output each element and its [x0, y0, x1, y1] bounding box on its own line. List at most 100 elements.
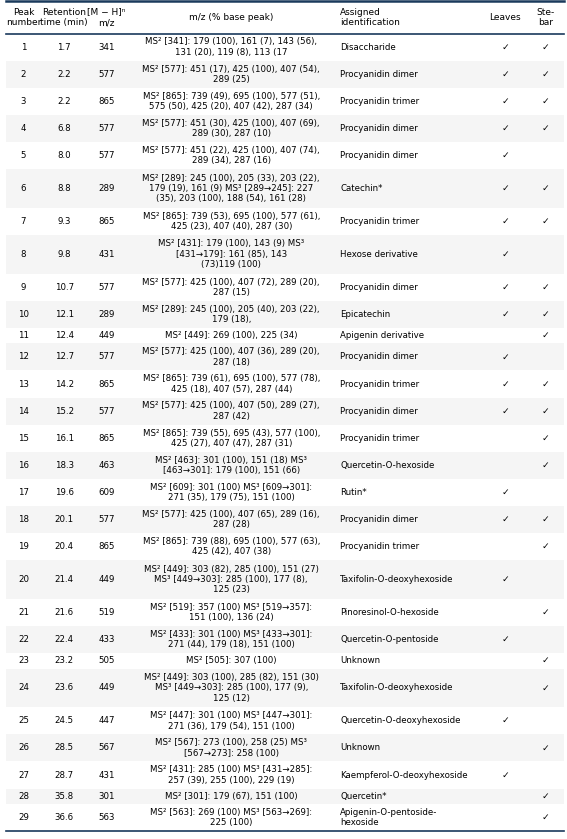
Text: 23.2: 23.2 — [55, 656, 74, 665]
Text: 865: 865 — [98, 434, 115, 443]
Text: MS² [865]: 739 (88), 695 (100), 577 (63),
425 (42), 407 (38): MS² [865]: 739 (88), 695 (100), 577 (63)… — [142, 537, 320, 556]
Text: MS² [519]: 357 (100) MS³ [519→357]:
151 (100), 136 (24): MS² [519]: 357 (100) MS³ [519→357]: 151 … — [150, 602, 312, 623]
Text: ✓: ✓ — [541, 461, 549, 470]
Text: ✓: ✓ — [501, 488, 509, 497]
Text: 463: 463 — [98, 461, 115, 470]
Text: Procyanidin dimer: Procyanidin dimer — [340, 151, 418, 160]
Text: MS² [865]: 739 (61), 695 (100), 577 (78),
425 (18), 407 (57), 287 (44): MS² [865]: 739 (61), 695 (100), 577 (78)… — [142, 374, 320, 393]
Text: ✓: ✓ — [541, 283, 549, 292]
Text: 28.5: 28.5 — [55, 743, 74, 753]
Text: ✓: ✓ — [501, 575, 509, 584]
Text: ✓: ✓ — [501, 283, 509, 292]
Text: MS² [449]: 269 (100), 225 (34): MS² [449]: 269 (100), 225 (34) — [165, 331, 298, 340]
Text: Kaempferol-O-deoxyhexoside: Kaempferol-O-deoxyhexoside — [340, 770, 468, 779]
Text: ✓: ✓ — [501, 635, 509, 644]
Text: 433: 433 — [98, 635, 115, 644]
Text: 14: 14 — [18, 407, 29, 415]
Text: ✓: ✓ — [501, 515, 509, 524]
Bar — [6, 115, 564, 142]
Bar — [6, 789, 564, 804]
Text: 14.2: 14.2 — [55, 379, 74, 388]
Text: ✓: ✓ — [541, 96, 549, 106]
Text: ✓: ✓ — [501, 379, 509, 388]
Text: MS² [431]: 179 (100), 143 (9) MS³
[431→179]: 161 (85), 143
(73)119 (100): MS² [431]: 179 (100), 143 (9) MS³ [431→1… — [158, 239, 304, 269]
Text: 21: 21 — [18, 608, 29, 617]
Text: MS² [431]: 285 (100) MS³ [431→285]:
257 (39), 255 (100), 229 (19): MS² [431]: 285 (100) MS³ [431→285]: 257 … — [150, 765, 312, 784]
Text: [M − H]ⁿ
m/z: [M − H]ⁿ m/z — [87, 8, 125, 27]
Text: 5: 5 — [21, 151, 26, 160]
Text: MS² [865]: 739 (53), 695 (100), 577 (61),
425 (23), 407 (40), 287 (30): MS² [865]: 739 (53), 695 (100), 577 (61)… — [142, 211, 320, 232]
Text: 9.3: 9.3 — [57, 217, 71, 226]
Text: MS² [463]: 301 (100), 151 (18) MS³
[463→301]: 179 (100), 151 (66): MS² [463]: 301 (100), 151 (18) MS³ [463→… — [155, 456, 307, 475]
Text: ✓: ✓ — [541, 684, 549, 692]
Bar — [6, 169, 564, 208]
Bar — [6, 343, 564, 371]
Bar — [6, 301, 564, 328]
Text: 22: 22 — [18, 635, 29, 644]
Text: 1: 1 — [21, 43, 26, 52]
Text: ✓: ✓ — [501, 310, 509, 319]
Text: 2.2: 2.2 — [57, 70, 71, 79]
Text: 577: 577 — [98, 352, 115, 362]
Bar — [6, 451, 564, 479]
Text: 10.7: 10.7 — [55, 283, 74, 292]
Text: ✓: ✓ — [501, 250, 509, 259]
Text: 23.6: 23.6 — [55, 684, 74, 692]
Text: 25: 25 — [18, 717, 29, 726]
Text: 9: 9 — [21, 283, 26, 292]
Text: MS² [289]: 245 (100), 205 (40), 203 (22),
179 (18),: MS² [289]: 245 (100), 205 (40), 203 (22)… — [142, 305, 320, 324]
Text: 17: 17 — [18, 488, 29, 497]
Text: MS² [609]: 301 (100) MS³ [609→301]:
271 (35), 179 (75), 151 (100): MS² [609]: 301 (100) MS³ [609→301]: 271 … — [150, 482, 312, 502]
Text: Ste-
bar: Ste- bar — [536, 8, 555, 27]
Text: 26: 26 — [18, 743, 29, 753]
Text: 865: 865 — [98, 217, 115, 226]
Text: ✓: ✓ — [541, 813, 549, 822]
Text: ✓: ✓ — [541, 379, 549, 388]
Text: MS² [577]: 451 (17), 425 (100), 407 (54),
289 (25): MS² [577]: 451 (17), 425 (100), 407 (54)… — [142, 65, 320, 84]
Text: MS² [865]: 739 (55), 695 (43), 577 (100),
425 (27), 407 (47), 287 (31): MS² [865]: 739 (55), 695 (43), 577 (100)… — [142, 429, 320, 448]
Text: ✓: ✓ — [501, 124, 509, 133]
Text: 8.0: 8.0 — [57, 151, 71, 160]
Text: 577: 577 — [98, 124, 115, 133]
Text: ✓: ✓ — [541, 743, 549, 753]
Text: 23: 23 — [18, 656, 29, 665]
Text: Procyanidin trimer: Procyanidin trimer — [340, 96, 419, 106]
Text: Procyanidin dimer: Procyanidin dimer — [340, 407, 418, 415]
Text: Pinoresinol-O-hexoside: Pinoresinol-O-hexoside — [340, 608, 439, 617]
Text: 431: 431 — [98, 770, 115, 779]
Text: 15.2: 15.2 — [55, 407, 74, 415]
Text: 28.7: 28.7 — [55, 770, 74, 779]
Text: 8.8: 8.8 — [57, 184, 71, 193]
Text: 7: 7 — [21, 217, 26, 226]
Bar — [6, 506, 564, 533]
Text: ✓: ✓ — [541, 124, 549, 133]
Text: 18: 18 — [18, 515, 29, 524]
Text: MS² [563]: 269 (100) MS³ [563→269]:
225 (100): MS² [563]: 269 (100) MS³ [563→269]: 225 … — [150, 808, 312, 827]
Text: 19.6: 19.6 — [55, 488, 74, 497]
Text: Assigned
identification: Assigned identification — [340, 8, 400, 27]
Text: 577: 577 — [98, 151, 115, 160]
Text: Procyanidin trimer: Procyanidin trimer — [340, 379, 419, 388]
Text: 3: 3 — [21, 96, 26, 106]
Text: ✓: ✓ — [541, 43, 549, 52]
Text: 8: 8 — [21, 250, 26, 259]
Text: 519: 519 — [98, 608, 115, 617]
Text: 16.1: 16.1 — [55, 434, 74, 443]
Text: 577: 577 — [98, 407, 115, 415]
Text: MS² [301]: 179 (67), 151 (100): MS² [301]: 179 (67), 151 (100) — [165, 792, 298, 800]
Text: Procyanidin dimer: Procyanidin dimer — [340, 70, 418, 79]
Text: MS² [505]: 307 (100): MS² [505]: 307 (100) — [186, 656, 277, 665]
Text: 449: 449 — [98, 331, 115, 340]
Text: Procyanidin trimer: Procyanidin trimer — [340, 434, 419, 443]
Text: Quercetin*: Quercetin* — [340, 792, 387, 800]
Text: 15: 15 — [18, 434, 29, 443]
Text: Procyanidin trimer: Procyanidin trimer — [340, 217, 419, 226]
Text: 577: 577 — [98, 515, 115, 524]
Text: 21.4: 21.4 — [55, 575, 74, 584]
Text: Taxifolin-O-deoxyhexoside: Taxifolin-O-deoxyhexoside — [340, 684, 454, 692]
Text: Quercetin-O-hexoside: Quercetin-O-hexoside — [340, 461, 434, 470]
Text: 289: 289 — [98, 184, 115, 193]
Text: 24.5: 24.5 — [55, 717, 74, 726]
Text: 865: 865 — [98, 96, 115, 106]
Text: 865: 865 — [98, 379, 115, 388]
